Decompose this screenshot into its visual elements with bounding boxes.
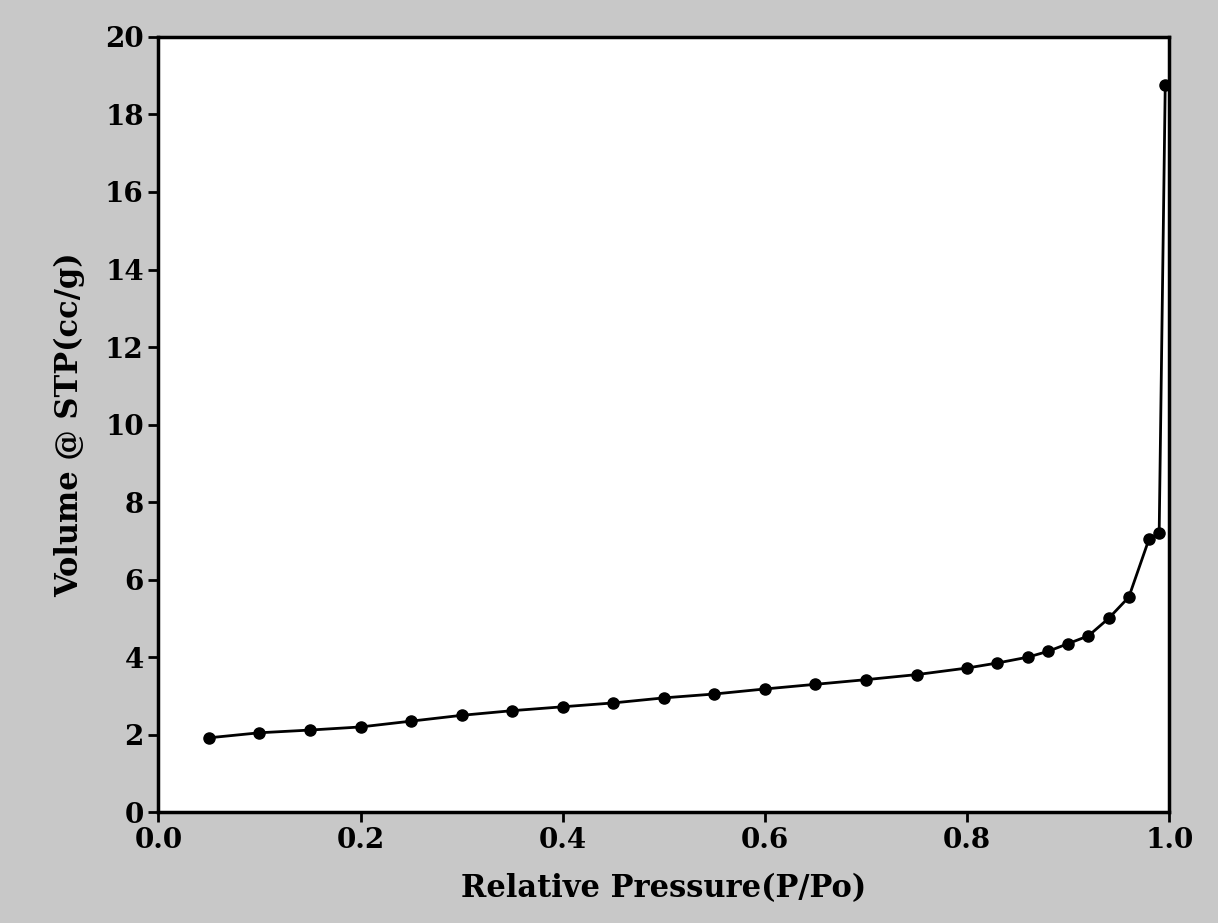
X-axis label: Relative Pressure(P/Po): Relative Pressure(P/Po) bbox=[462, 873, 866, 905]
Y-axis label: Volume @ STP(cc/g): Volume @ STP(cc/g) bbox=[55, 252, 85, 597]
